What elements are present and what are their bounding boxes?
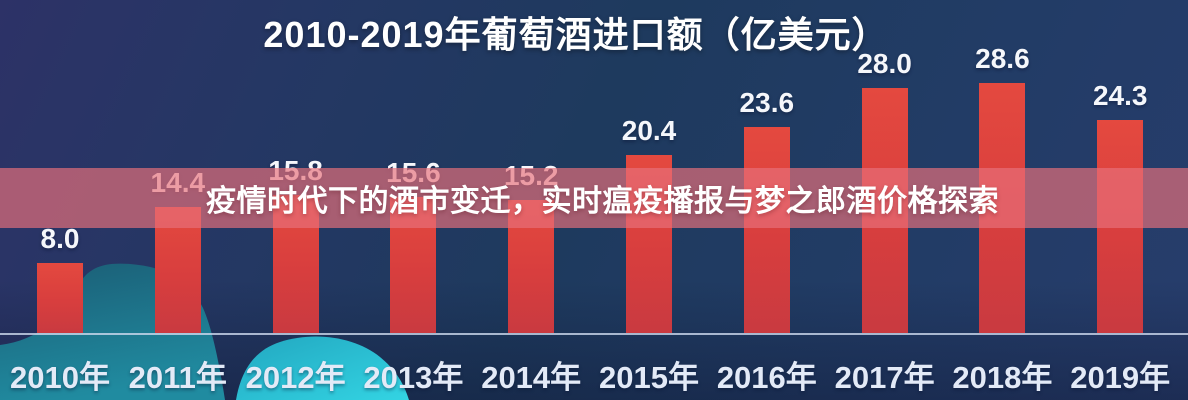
banner-headline: 疫情时代下的酒市变迁，实时瘟疫播报与梦之郎酒价格探索 [206,185,999,218]
x-axis-label: 2012年 [245,360,346,395]
chart-title: 2010-2019年葡萄酒进口额（亿美元） [263,14,889,55]
x-axis-label: 2016年 [716,360,817,395]
bar-value-label: 8.0 [40,223,80,254]
bar-value-label: 28.6 [975,42,1030,74]
x-axis-line [0,333,1188,335]
bar-2011年 [154,207,201,333]
x-axis-label: 2019年 [1070,360,1171,395]
headline-overlay-band [0,168,1188,228]
x-axis-label: 2014年 [481,360,582,395]
bar-value-label: 23.6 [739,86,795,118]
bar-2016年 [743,126,790,333]
bar-value-label: 28.0 [857,48,912,79]
bar-value-label: 20.4 [621,114,677,146]
x-axis-label: 2015年 [599,360,699,395]
x-axis-label: 2017年 [834,360,935,395]
x-axis-label: 2018年 [952,360,1053,395]
bar-value-label: 24.3 [1092,80,1148,112]
bar-2010年 [37,263,83,333]
x-axis-label: 2013年 [363,360,464,395]
x-axis-label: 2010年 [10,360,110,395]
x-axis-label: 2011年 [128,360,227,395]
cyan-blob [236,336,409,400]
